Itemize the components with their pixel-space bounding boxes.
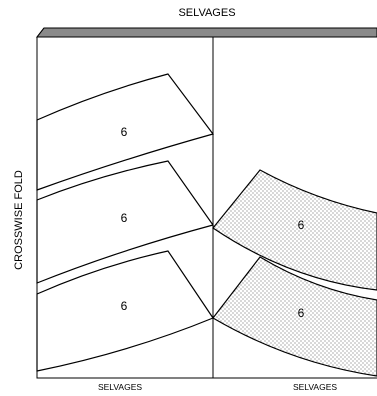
pattern-piece-4 [212,169,377,291]
pattern-piece-5 [212,256,377,377]
pattern-piece-1 [36,73,215,191]
piece-label-4: 6 [298,218,305,232]
piece-label-1: 6 [121,125,128,139]
bottom-selvages-label-left: SELVAGES [98,382,142,392]
fabric-corner [36,27,45,38]
crosswise-fold-label: CROSSWISE FOLD [13,170,25,270]
fabric-top-edge [35,27,377,38]
piece-label-3: 6 [121,299,128,313]
piece-label-5: 6 [298,306,305,320]
piece-label-2: 6 [121,211,128,225]
pattern-piece-2 [36,160,214,284]
top-selvages-label: SELVAGES [178,7,235,19]
bottom-selvages-label-right: SELVAGES [293,382,337,392]
